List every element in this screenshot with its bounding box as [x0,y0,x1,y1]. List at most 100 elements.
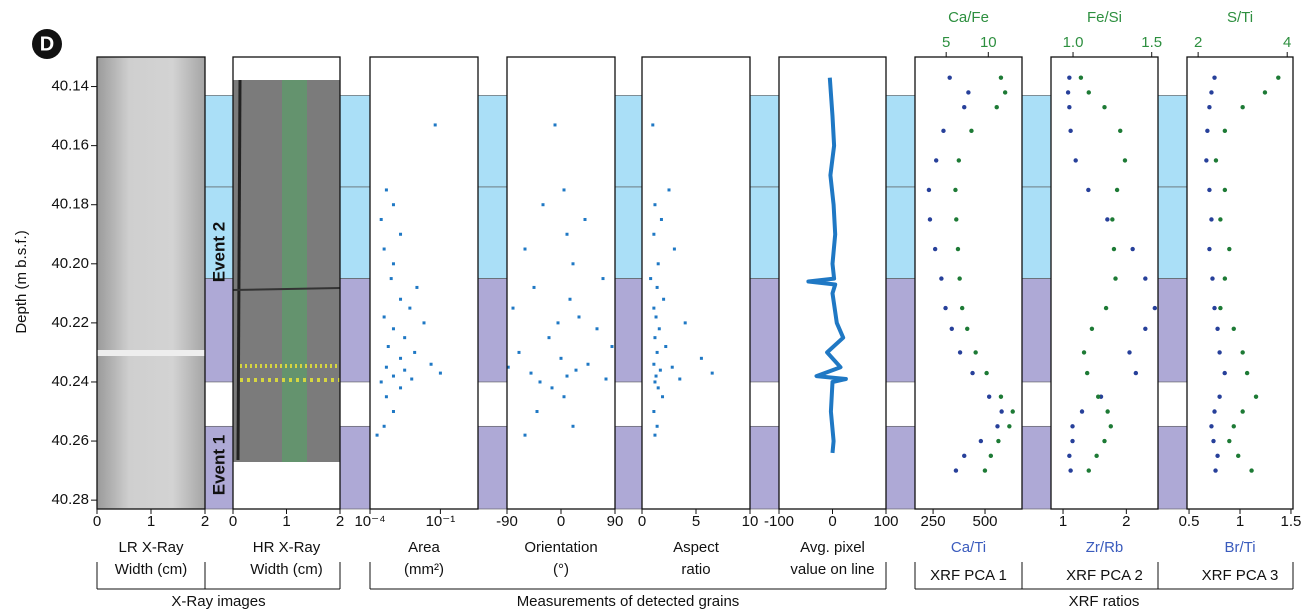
grain-point [399,356,403,360]
grain-point [408,306,412,310]
x-tick-label: 2 [201,513,209,530]
grain-point [413,350,417,354]
grain-point [710,371,714,375]
xrf-point [1143,276,1148,281]
depth-interval [477,95,508,188]
x2-tick-label: 1.0 [1063,34,1084,51]
hr-xray-crack [236,79,242,461]
grain-point [433,123,437,127]
xrf-point [1249,468,1254,473]
x-tick-label: 100 [873,513,898,530]
depth-interval [614,95,643,188]
x-tick-label: -90 [496,513,518,530]
xrf-point [973,350,978,355]
grain-point [649,277,653,281]
y-axis-label: Depth (m b.s.f.) [13,230,30,333]
depth-interval [1021,278,1052,383]
xrf-point [1070,424,1075,429]
x-axis-label: LR X-Ray [118,539,184,556]
xrf-point [1081,350,1087,355]
y-tick-label: 40.18 [51,196,89,213]
xrf-point [995,424,1000,429]
grain-point [547,336,551,340]
grain-point [661,395,665,399]
grain-point [656,386,660,390]
grain-point [384,365,388,369]
xrf-point [1227,246,1232,252]
x-tick-label: 1.5 [1281,513,1301,530]
x2-tick-label: 2 [1194,34,1202,51]
grain-point [699,356,703,360]
xrf-point [1213,158,1219,163]
grain-point [565,374,569,378]
grain-point [538,380,542,384]
xrf-point [978,438,984,444]
xrf-point [982,468,988,473]
xrf-point [1211,438,1216,444]
hr-xray-strip [282,80,307,462]
xrf-point [1102,105,1107,110]
xrf-point [988,453,994,459]
pca-label: XRF PCA 1 [930,567,1007,584]
grain-point [384,188,388,192]
xrf-point [996,438,1001,444]
xrf-point [1118,128,1123,134]
grain-point [532,285,536,289]
lr-xray-image [97,57,205,509]
x-tick-label: 0 [93,513,101,530]
x-tick-label: 250 [921,513,946,530]
xrf-point [1209,424,1214,429]
group-label: Measurements of detected grains [517,593,740,610]
grain-point [583,217,587,221]
grain-point [653,380,657,384]
depth-interval [204,425,234,510]
xrf-point [1070,438,1075,444]
x-axis-label: Orientation [524,539,597,556]
grain-point [562,188,566,192]
grain-point [653,203,657,207]
x-axis-label: (mm²) [404,561,444,578]
x-tick-label: 0 [229,513,237,530]
x-tick-label: 1 [1059,513,1067,530]
xrf-point [954,217,959,222]
grain-point [652,232,656,236]
xrf-point [1122,158,1128,163]
xrf-point [994,105,999,110]
group-label: XRF ratios [1069,593,1140,610]
x-axis-label: (°) [553,561,569,578]
xrf-point [1102,438,1107,444]
xrf-point [1110,217,1115,222]
grain-point [429,362,433,366]
xrf-point [1096,394,1101,399]
grain-point [595,327,599,331]
grain-point [601,277,605,281]
depth-interval [885,425,916,510]
grain-point [403,368,407,372]
grain-point [391,410,395,414]
xrf-point [1210,276,1215,281]
xrf-point [998,394,1004,399]
xrf-point [962,105,967,110]
grain-point [550,386,554,390]
depth-interval [614,425,643,510]
hr-xray-crack [232,287,341,291]
xrf-point [1218,217,1223,222]
grain-point [559,356,563,360]
grain-point [678,377,682,381]
xrf-point [999,409,1004,414]
xrf-point [970,370,975,376]
grain-point [517,350,521,354]
depth-interval [749,278,780,383]
event-label: Event 1 [209,435,228,495]
xrf-point [943,305,948,311]
x-tick-label: 2 [1122,513,1130,530]
xrf-point [1133,370,1139,376]
grain-point [652,410,656,414]
xrf-point [1067,105,1072,110]
xrf-point [1253,394,1259,399]
grain-point [655,350,659,354]
xrf-point [1212,305,1217,311]
grain-point [410,377,414,381]
xrf-point [956,158,962,163]
grain-point [577,315,581,319]
